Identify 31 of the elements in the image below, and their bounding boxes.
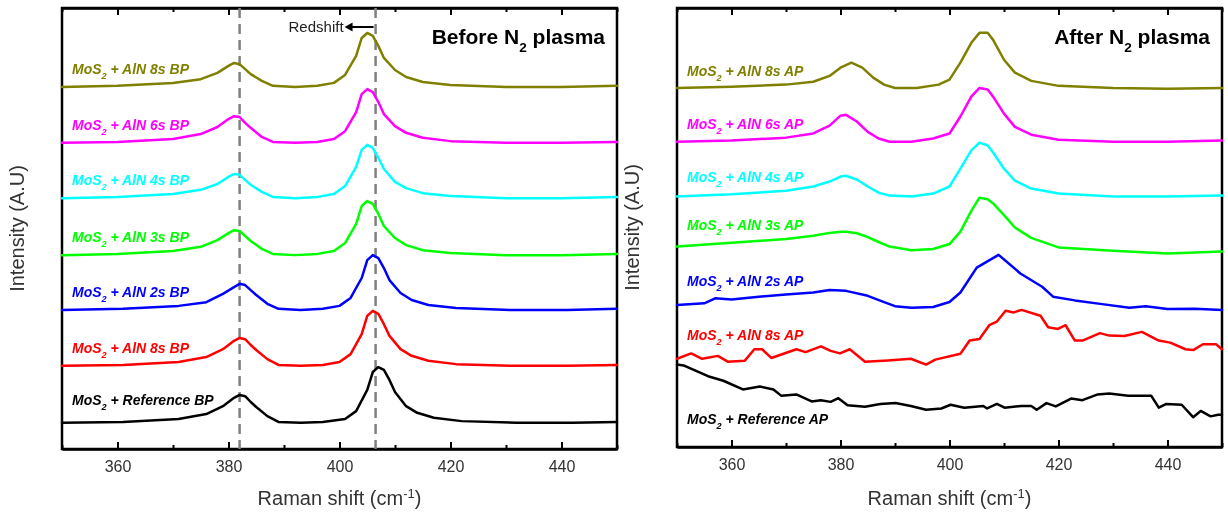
series-label: MoS$_{2}$ + AlN 8s AP — [687, 327, 805, 348]
y-axis-title: Intensity (A.U) — [6, 165, 28, 292]
x-axis-title: Raman shift (cm$^{-1}$) — [867, 485, 1032, 509]
y-axis-title: Intensity (A.U) — [621, 164, 643, 291]
x-tick-label: 400 — [936, 456, 964, 474]
series-label: MoS$_{2}$ + AlN 3s AP — [687, 217, 805, 238]
x-axis-title: Raman shift (cm$^{-1}$) — [257, 485, 422, 509]
series-label: MoS$_{2}$ + AlN 4s AP — [687, 168, 805, 189]
series-label: MoS$_{2}$ + AlN 6s BP — [72, 117, 190, 138]
series-label: MoS$_{2}$ + AlN 3s BP — [72, 228, 190, 249]
x-tick-label: 420 — [1045, 456, 1073, 474]
x-tick-label: 380 — [827, 456, 855, 474]
x-tick-label: 440 — [548, 458, 576, 476]
chart-title: Before N$_{2}$ plasma — [431, 25, 606, 55]
annotation: Redshift — [288, 18, 345, 35]
series-label: MoS$_{2}$ + AlN 2s BP — [72, 283, 190, 304]
x-tick-label: 360 — [104, 458, 132, 476]
series-label: MoS$_{2}$ + AlN 6s AP — [687, 115, 805, 136]
series-label: MoS$_{2}$ + Reference BP — [72, 392, 215, 413]
series-label: MoS$_{2}$ + AlN 8s AP — [687, 62, 805, 83]
series-label: MoS$_{2}$ + AlN 8s BP — [72, 340, 190, 361]
x-tick-label: 360 — [718, 456, 746, 474]
x-tick-label: 420 — [437, 458, 465, 476]
x-tick-label: 400 — [326, 458, 354, 476]
x-tick-label: 440 — [1154, 456, 1182, 474]
series-label: MoS$_{2}$ + AlN 8s BP — [72, 60, 190, 81]
series-label: MoS$_{2}$ + AlN 4s BP — [72, 171, 190, 192]
series-label: MoS$_{2}$ + Reference AP — [687, 410, 829, 431]
chart-title: After N$_{2}$ plasma — [1054, 25, 1211, 55]
x-tick-label: 380 — [215, 458, 243, 476]
series-label: MoS$_{2}$ + AlN 2s AP — [687, 272, 805, 293]
